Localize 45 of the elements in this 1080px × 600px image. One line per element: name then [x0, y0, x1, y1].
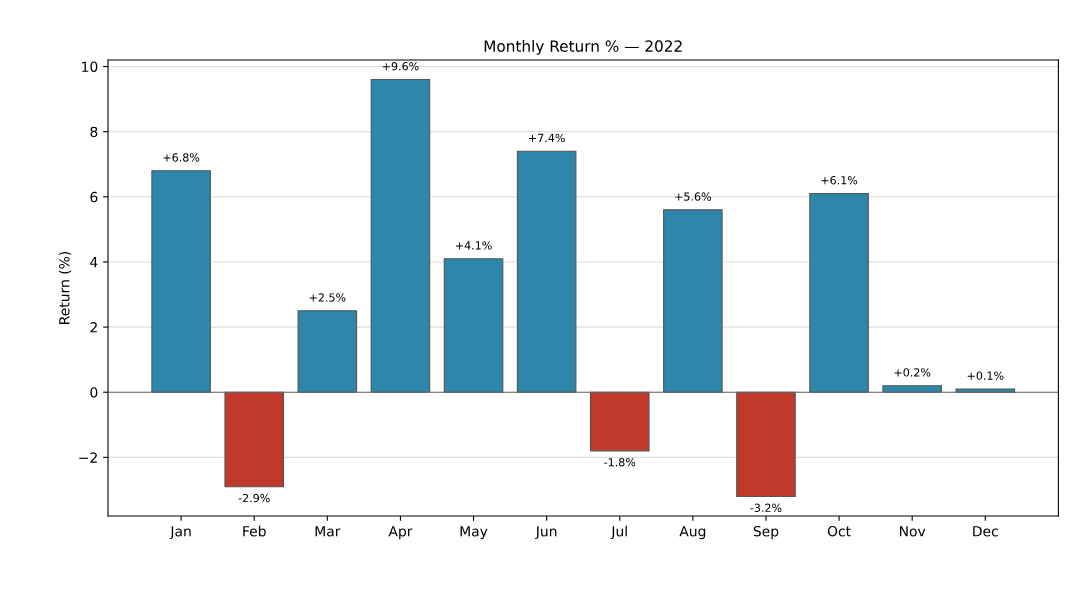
bar	[955, 388, 1016, 393]
y-axis-title: Return (%)	[58, 251, 72, 324]
bar	[736, 391, 796, 498]
data-label: -1.8%	[604, 458, 636, 467]
x-tick-label: Aug	[679, 526, 706, 540]
data-label: +0.2%	[894, 368, 931, 377]
bar	[589, 391, 650, 452]
x-tick-label: Sep	[753, 525, 779, 540]
x-tick-label: Apr	[388, 526, 413, 540]
data-label: +6.8%	[163, 153, 200, 162]
bar	[809, 192, 869, 393]
chart-title: Monthly Return % — 2022	[484, 40, 682, 55]
data-label: -3.2%	[750, 503, 782, 512]
y-tick-label: 10	[82, 61, 98, 72]
bar	[224, 391, 285, 488]
x-tick-label: Mar	[315, 526, 341, 537]
bar	[370, 78, 431, 393]
data-label: +7.4%	[529, 133, 565, 143]
y-tick-label: −2	[79, 452, 97, 463]
bar	[443, 258, 504, 393]
x-tick-label: Jul	[610, 525, 627, 540]
y-tick-label: 6	[90, 191, 98, 203]
x-tick-label: Jun	[535, 526, 557, 540]
data-label: +0.1%	[967, 371, 1004, 380]
y-tick-label: 0	[90, 387, 98, 398]
x-tick-label: Oct	[827, 525, 851, 537]
y-tick-label: 4	[90, 257, 98, 268]
bar	[151, 170, 211, 393]
bar	[663, 209, 723, 393]
x-tick-label: Jan	[169, 526, 191, 540]
data-label: +9.6%	[382, 62, 419, 71]
data-label: +2.5%	[309, 293, 346, 302]
bar	[882, 385, 942, 393]
bar	[297, 310, 358, 393]
x-tick-label: Nov	[899, 526, 926, 537]
bar	[516, 150, 577, 393]
x-tick-label: May	[460, 526, 488, 540]
data-label: +4.1%	[455, 241, 492, 250]
data-label: +5.6%	[675, 192, 712, 201]
data-label: -2.9%	[238, 493, 270, 503]
y-tick-label: 8	[90, 126, 98, 138]
x-tick-label: Dec	[973, 526, 998, 537]
data-label: +6.1%	[821, 176, 858, 185]
x-tick-label: Feb	[243, 525, 266, 537]
y-tick-label: 2	[90, 322, 97, 333]
